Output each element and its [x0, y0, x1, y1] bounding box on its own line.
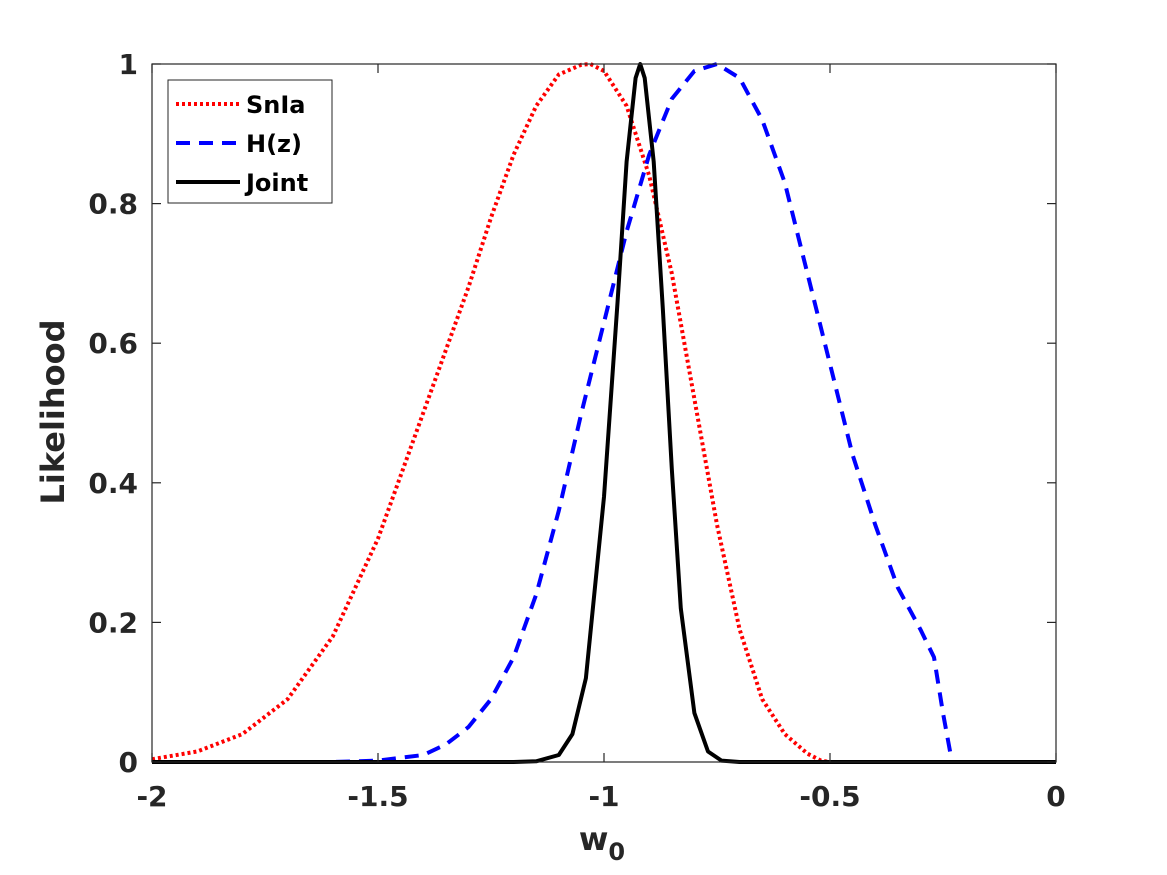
x-tick-label: -1	[588, 780, 619, 813]
x-tick-label: 0	[1046, 780, 1065, 813]
y-tick-label: 0.2	[88, 606, 138, 639]
y-tick-label: 1	[119, 48, 138, 81]
y-tick-label: 0.6	[88, 327, 138, 360]
x-axis-label-main: w	[579, 820, 609, 858]
ticks-layer	[151, 63, 1057, 763]
tick-labels-layer: -2 -1.5 -1 -0.5 0 0 0.2 0.4 0.6 0.8 1	[88, 48, 1065, 813]
series-line-snia	[151, 62, 1056, 764]
legend-box	[167, 79, 333, 204]
legend-label-snia: SnIa	[246, 91, 306, 119]
legend-label-joint: Joint	[244, 169, 308, 197]
x-axis-label-subscript: 0	[608, 838, 625, 866]
y-tick-label: 0	[119, 746, 138, 779]
x-tick-label: -2	[136, 780, 167, 813]
legend-label-hz: H(z)	[246, 130, 302, 158]
y-tick-label: 0.4	[88, 467, 138, 500]
series-line-hz	[152, 62, 1056, 764]
x-tick-label: -0.5	[799, 780, 860, 813]
x-tick-label: -1.5	[347, 780, 408, 813]
legend: SnIa H(z) Joint	[167, 79, 333, 204]
y-tick-label: 0.8	[88, 188, 138, 221]
x-axis-label: w0	[579, 820, 625, 866]
y-axis-label: Likelihood	[34, 319, 72, 504]
